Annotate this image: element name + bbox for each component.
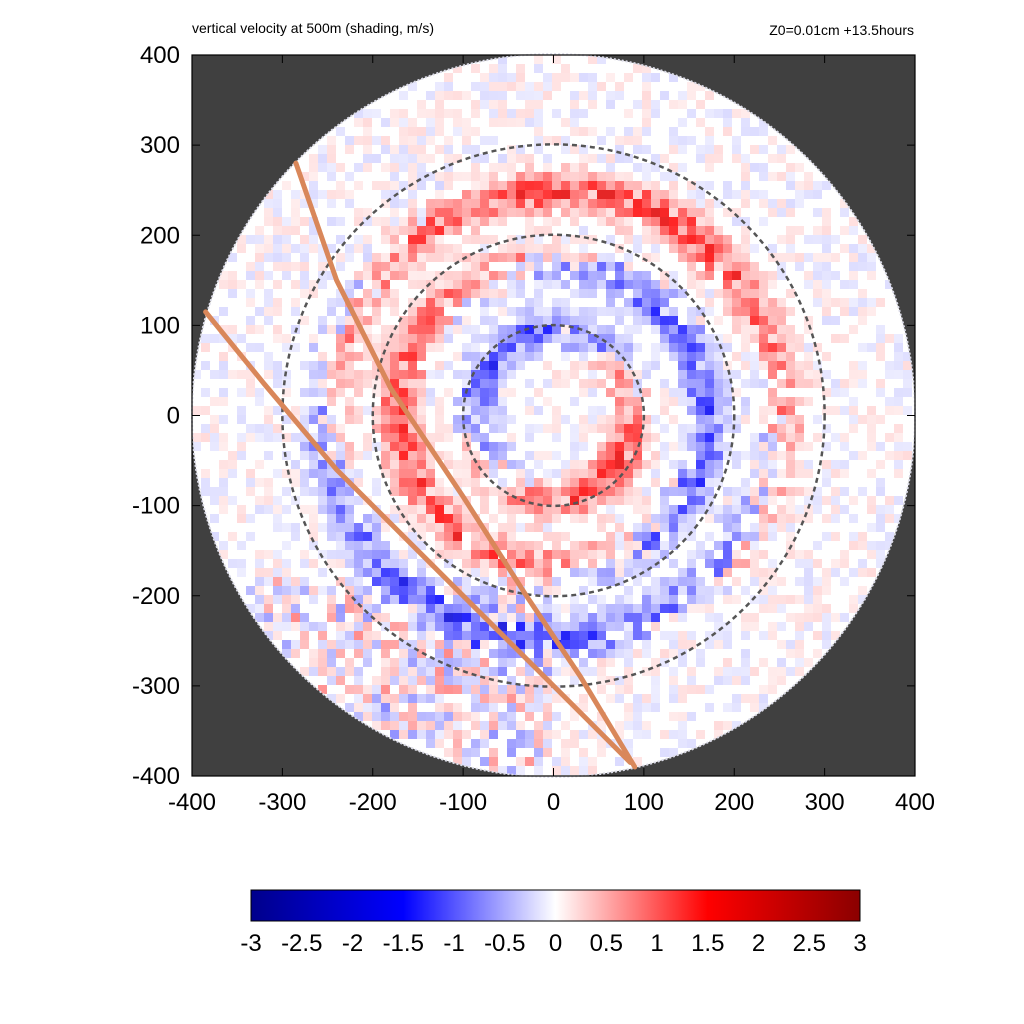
y-tick-label: 100 bbox=[140, 312, 180, 339]
range-ring bbox=[371, 233, 736, 598]
colorbar-tick-label: -1 bbox=[443, 930, 464, 957]
chart-subtitle: Z0=0.01cm +13.5hours bbox=[769, 22, 914, 38]
y-tick-label: 200 bbox=[140, 222, 180, 249]
x-axis: -400 -300 -200 -100 0 100 200 300 400 bbox=[168, 55, 935, 816]
storm-track bbox=[203, 309, 633, 765]
x-tick-label: -400 bbox=[168, 789, 216, 816]
colorbar-tick-label: 1 bbox=[650, 930, 663, 957]
velocity-field bbox=[192, 55, 912, 775]
x-tick-label: -100 bbox=[439, 789, 487, 816]
colorbar-tick-label: 0.5 bbox=[590, 930, 623, 957]
colorbar-tick-label: -0.5 bbox=[484, 930, 525, 957]
colorbar-tick-label: 2.5 bbox=[793, 930, 826, 957]
colorbar-tick-label: 0 bbox=[549, 930, 562, 957]
colorbar bbox=[250, 889, 861, 922]
x-tick-label: 0 bbox=[547, 789, 560, 816]
x-tick-label: 100 bbox=[624, 789, 664, 816]
range-ring bbox=[461, 323, 646, 508]
x-tick-label: 400 bbox=[895, 789, 935, 816]
storm-track bbox=[293, 160, 638, 770]
x-tick-label: -200 bbox=[349, 789, 397, 816]
x-tick-label: 200 bbox=[714, 789, 754, 816]
y-tick-label: -100 bbox=[132, 493, 180, 520]
colorbar-tick-label: 1.5 bbox=[691, 930, 724, 957]
colorbar-tick-label: -1.5 bbox=[383, 930, 424, 957]
colorbar-tick-label: -3 bbox=[240, 930, 261, 957]
y-tick-label: -300 bbox=[132, 673, 180, 700]
y-tick-label: 300 bbox=[140, 132, 180, 159]
x-tick-label: -300 bbox=[258, 789, 306, 816]
colorbar-tick-label: 3 bbox=[853, 930, 866, 957]
storm-tracks bbox=[203, 160, 638, 770]
colorbar-tick-label: -2 bbox=[342, 930, 363, 957]
y-tick-label: -200 bbox=[132, 583, 180, 610]
colorbar-tick-label: 2 bbox=[752, 930, 765, 957]
chart-title: vertical velocity at 500m (shading, m/s) bbox=[192, 20, 434, 36]
y-tick-label: 400 bbox=[140, 42, 180, 69]
colorbar-ticks: -3 -2.5 -2 -1.5 -1 -0.5 0 0.5 1 1.5 2 2.5 3 bbox=[240, 930, 866, 957]
y-tick-label: 0 bbox=[167, 403, 180, 430]
x-tick-label: 300 bbox=[805, 789, 845, 816]
colorbar-tick-label: -2.5 bbox=[281, 930, 322, 957]
y-tick-label: -400 bbox=[132, 763, 180, 790]
y-axis: 400 300 200 100 0 -100 -200 -300 -400 bbox=[132, 42, 915, 790]
